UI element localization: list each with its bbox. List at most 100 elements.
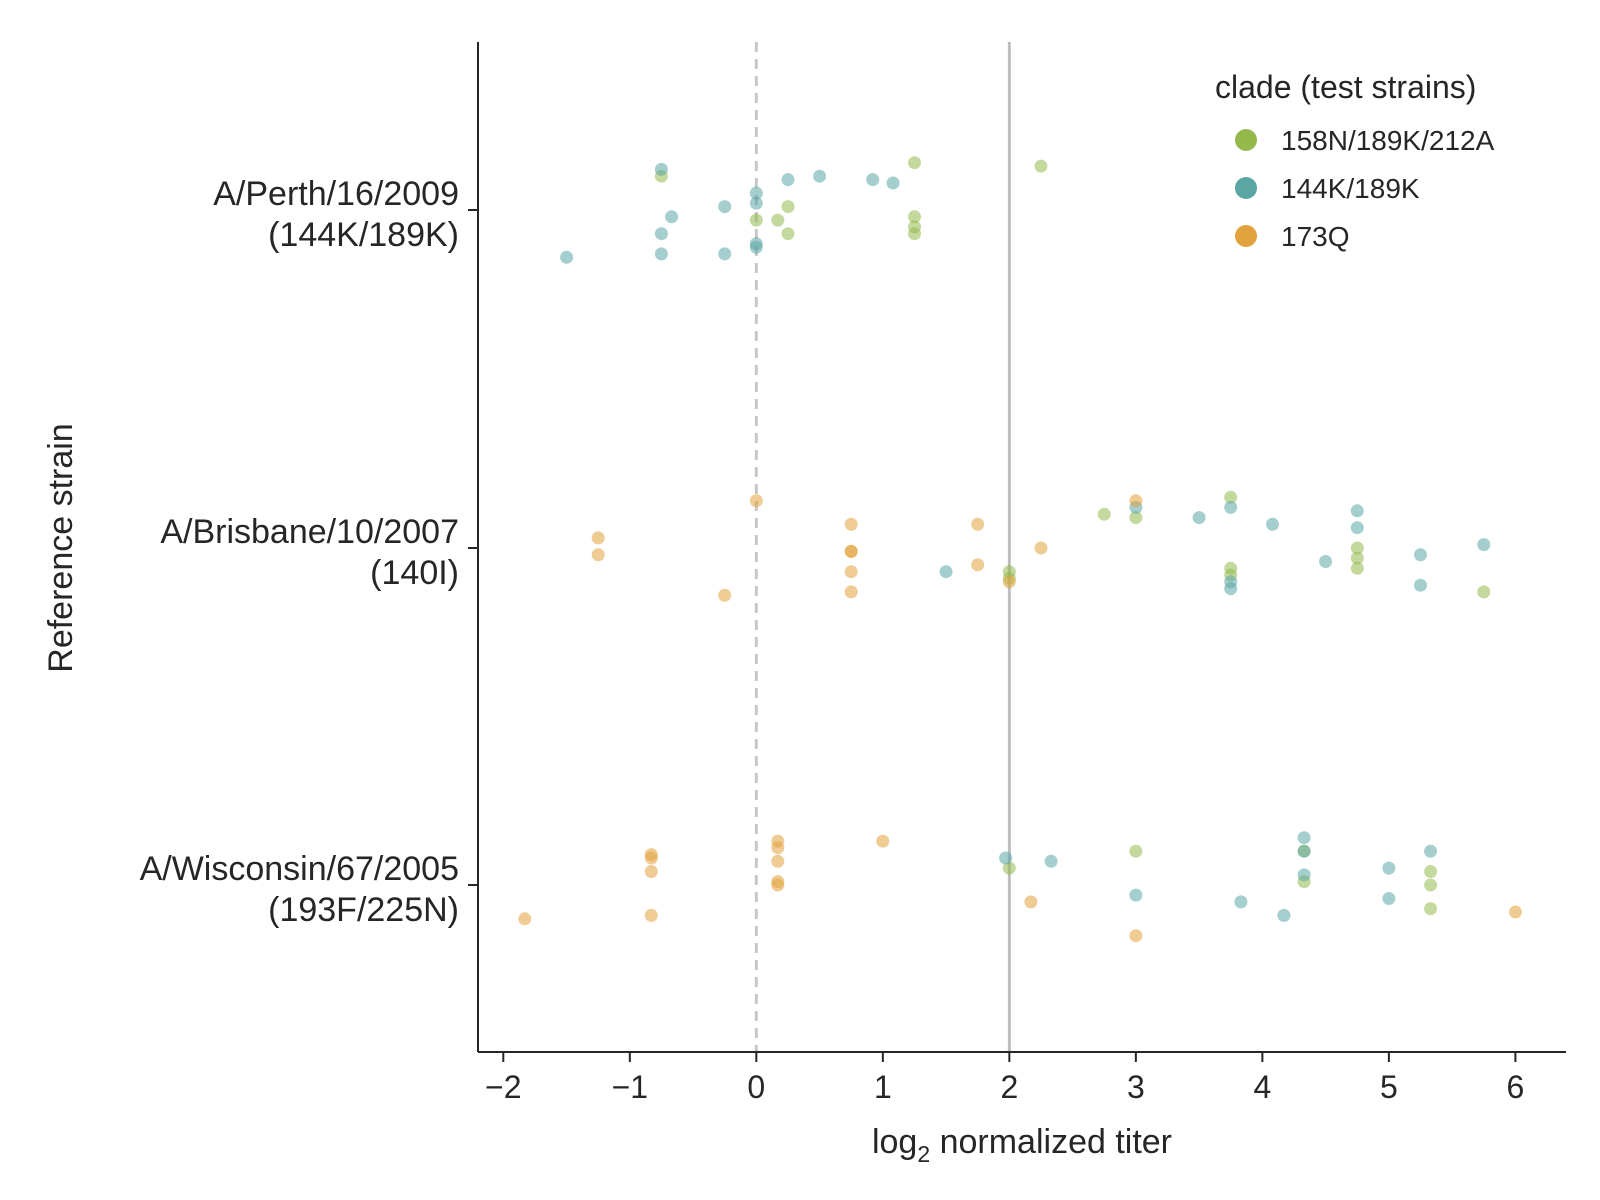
y-category-labels: A/Perth/16/2009(144K/189K) A/Brisbane/10/… [140,175,478,929]
data-point [844,565,858,579]
data-point [1297,868,1311,882]
data-point [1297,831,1311,845]
data-point [1234,895,1248,909]
data-point [718,200,732,214]
data-point [1414,548,1427,562]
data-point [886,176,900,190]
legend-label: 158N/189K/212A [1281,125,1495,156]
data-point [560,250,574,264]
data-point [1350,521,1364,535]
data-point [1424,902,1438,916]
data-point [654,247,668,261]
data-point [771,213,785,227]
data-point [665,210,679,224]
data-point [771,878,785,892]
data-points [518,156,1522,943]
data-point [1002,861,1016,875]
data-point [1297,844,1311,858]
data-point [939,565,953,579]
data-point [1477,538,1491,552]
data-point [654,162,668,176]
data-point [644,908,658,922]
y-category-label-line1: A/Perth/16/2009 [213,175,459,213]
data-point [1024,895,1038,909]
data-point [749,186,763,200]
legend-label: 173Q [1281,221,1350,252]
data-point [1044,854,1058,868]
data-point [1034,159,1048,173]
y-category-label-line1: A/Brisbane/10/2007 [160,513,459,551]
data-point [1097,507,1111,521]
data-point [813,169,827,183]
data-point [1350,551,1364,565]
x-tick-label: −2 [485,1069,521,1105]
data-point [654,227,668,241]
data-point [781,200,795,214]
data-point [908,227,921,241]
legend-marker [1235,225,1257,247]
data-point [1350,541,1364,555]
data-point [1129,494,1143,508]
data-point [1192,511,1206,525]
data-point [1224,490,1238,504]
x-tick-label: 4 [1253,1069,1271,1105]
data-point [844,544,858,558]
data-point [718,588,732,602]
data-point [781,173,795,187]
data-point [1350,504,1364,518]
data-point [749,494,763,508]
data-point [749,240,763,254]
data-point [999,851,1013,865]
x-ticks: −2 −1 0 1 2 3 4 5 6 [485,1052,1524,1105]
data-point [591,531,605,545]
data-point [644,851,658,865]
data-point [1424,865,1438,878]
legend-title: clade (test strains) [1215,69,1476,105]
data-point [1224,582,1238,596]
y-category-label-line2: (193F/225N) [268,891,459,929]
data-point [971,517,985,531]
x-axis-title: log2 normalized titer [872,1123,1172,1167]
data-point [749,196,763,210]
y-axis-title: Reference strain [42,423,80,672]
data-point [1129,511,1143,525]
x-tick-label: 6 [1506,1069,1524,1105]
data-point [1129,929,1143,943]
data-point [1277,908,1291,922]
data-point [718,247,732,261]
y-category-label-line2: (144K/189K) [268,216,459,254]
legend-items: 158N/189K/212A 144K/189K 173Q [1235,125,1495,252]
data-point [1414,578,1427,592]
legend-marker [1235,177,1257,199]
x-tick-label: 0 [747,1069,765,1105]
data-point [781,227,795,241]
data-point [1319,555,1333,568]
data-point [908,210,921,224]
data-point [1224,500,1238,514]
data-point [1508,905,1522,919]
legend: clade (test strains) 158N/189K/212A 144K/… [1215,69,1495,252]
data-point [866,173,880,187]
data-point [1002,575,1016,589]
data-point [518,912,532,926]
x-tick-label: 5 [1380,1069,1398,1105]
data-point [771,841,785,855]
data-point [749,213,763,227]
data-point [1034,541,1048,555]
data-point [1477,585,1491,599]
data-point [908,156,921,170]
data-point [1382,861,1396,875]
data-point [844,517,858,531]
data-point [591,548,605,562]
data-point [876,834,890,848]
data-point [971,558,985,572]
data-point [771,854,785,868]
data-point [1350,561,1364,575]
x-tick-label: 1 [874,1069,892,1105]
y-category-label-line2: (140I) [370,554,459,592]
reference-lines [754,42,1011,1052]
data-point [1424,844,1438,858]
data-point [1129,844,1143,858]
data-point [1424,878,1438,892]
legend-marker [1235,129,1257,151]
